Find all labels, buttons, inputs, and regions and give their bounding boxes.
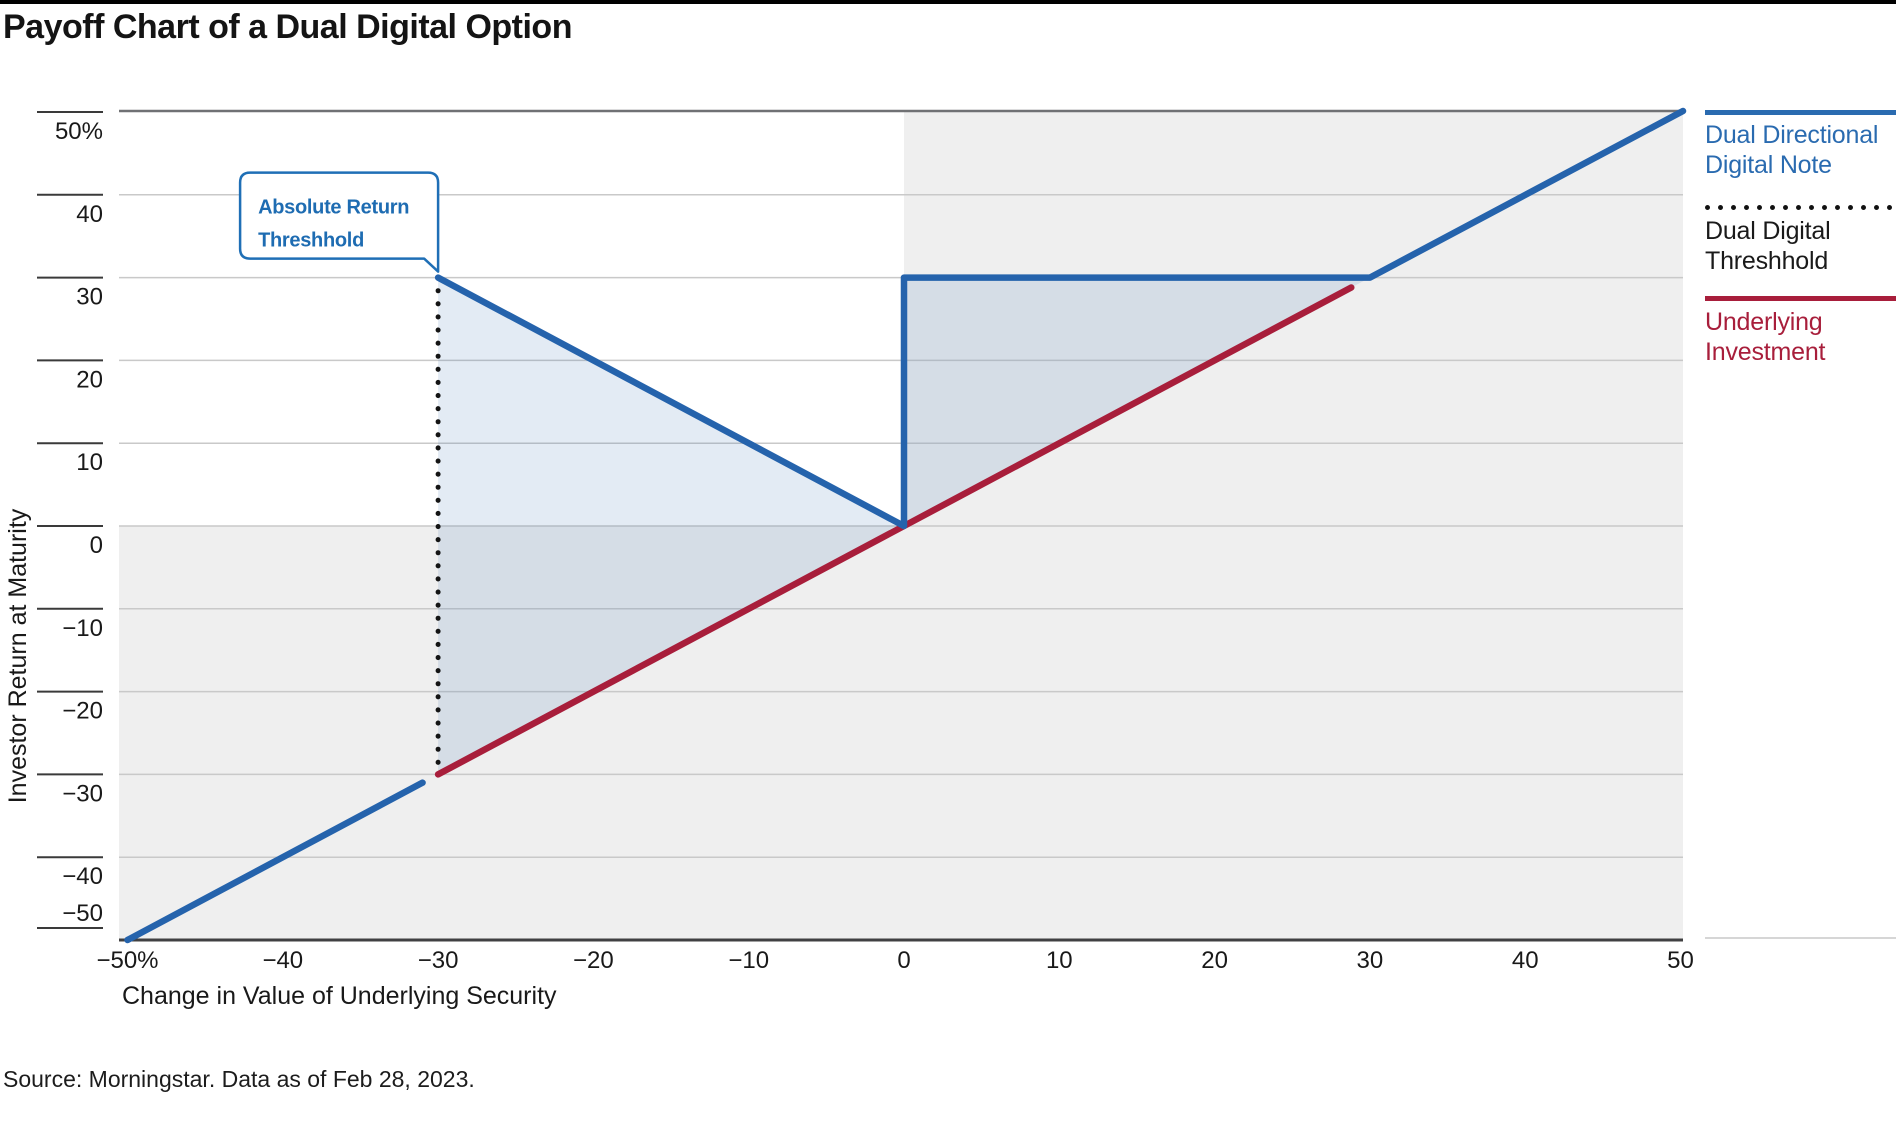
x-tick-label-10: 10 <box>1046 947 1073 974</box>
x-tick-label-0: 0 <box>897 947 910 974</box>
y-tick-label--20: −20 <box>62 698 103 725</box>
y-axis-title: Investor Return at Maturity <box>4 508 32 804</box>
shaded-region <box>438 277 904 775</box>
y-tick-label-0: 0 <box>90 532 103 559</box>
source-note: Source: Morningstar. Data as of Feb 28, … <box>3 1066 475 1092</box>
y-tick-label-20: 20 <box>76 366 103 393</box>
y-tick-label-10: 10 <box>76 449 103 476</box>
x-tick-label--30: −30 <box>418 947 459 974</box>
annotation-callout-box <box>238 171 440 273</box>
annotation-text-line2: Threshhold <box>258 230 364 252</box>
legend-swatch-blue-line-icon <box>1705 110 1896 115</box>
annotation-text-line1: Absolute Return <box>258 197 409 219</box>
x-tick-label--50: −50% <box>96 947 158 974</box>
legend-label: Dual Digital Threshhold <box>1705 216 1831 276</box>
legend-label-line1: Underlying <box>1705 308 1823 336</box>
x-axis-title: Change in Value of Underlying Security <box>122 982 557 1010</box>
legend-label-line2: Investment <box>1705 338 1826 366</box>
y-tick-label-50: 50% <box>55 118 103 145</box>
x-tick-label-40: 40 <box>1512 947 1539 974</box>
legend-item-underlying-investment: Underlying Investment <box>1705 296 1896 386</box>
x-tick-label--20: −20 <box>573 947 614 974</box>
legend-item-dual-directional-digital-note: Dual Directional Digital Note <box>1705 110 1896 200</box>
legend-swatch-red-line-icon <box>1705 296 1896 301</box>
legend-label: Underlying Investment <box>1705 307 1825 367</box>
x-tick-label-30: 30 <box>1357 947 1384 974</box>
chart-legend: Dual Directional Digital Note Dual Digit… <box>1705 0 1896 940</box>
y-tick-label--30: −30 <box>62 780 103 807</box>
legend-label-line2: Digital Note <box>1705 151 1832 179</box>
y-tick-label--10: −10 <box>62 615 103 642</box>
legend-item-dual-digital-threshhold: Dual Digital Threshhold <box>1705 205 1896 295</box>
series-underlying-investment <box>434 284 1355 778</box>
y-tick-label--50: −50 <box>62 900 103 927</box>
series-dual-directional-digital-note <box>124 779 426 944</box>
legend-label: Dual Directional Digital Note <box>1705 120 1878 180</box>
legend-swatch-dotted-line-icon <box>1705 205 1896 210</box>
legend-label-line1: Dual Digital <box>1705 217 1831 245</box>
y-tick-label--40: −40 <box>62 863 103 890</box>
top-accent-bar <box>0 0 1896 4</box>
series-dual-directional-digital-note <box>434 107 1687 530</box>
x-tick-label-50: 50 <box>1667 947 1694 974</box>
x-tick-label--40: −40 <box>262 947 303 974</box>
x-tick-label-20: 20 <box>1201 947 1228 974</box>
chart-title: Payoff Chart of a Dual Digital Option <box>3 8 572 46</box>
y-tick-label-30: 30 <box>76 284 103 311</box>
x-tick-label--10: −10 <box>728 947 769 974</box>
legend-label-line1: Dual Directional <box>1705 121 1879 149</box>
y-tick-label-40: 40 <box>76 201 103 228</box>
legend-label-line2: Threshhold <box>1705 247 1829 275</box>
